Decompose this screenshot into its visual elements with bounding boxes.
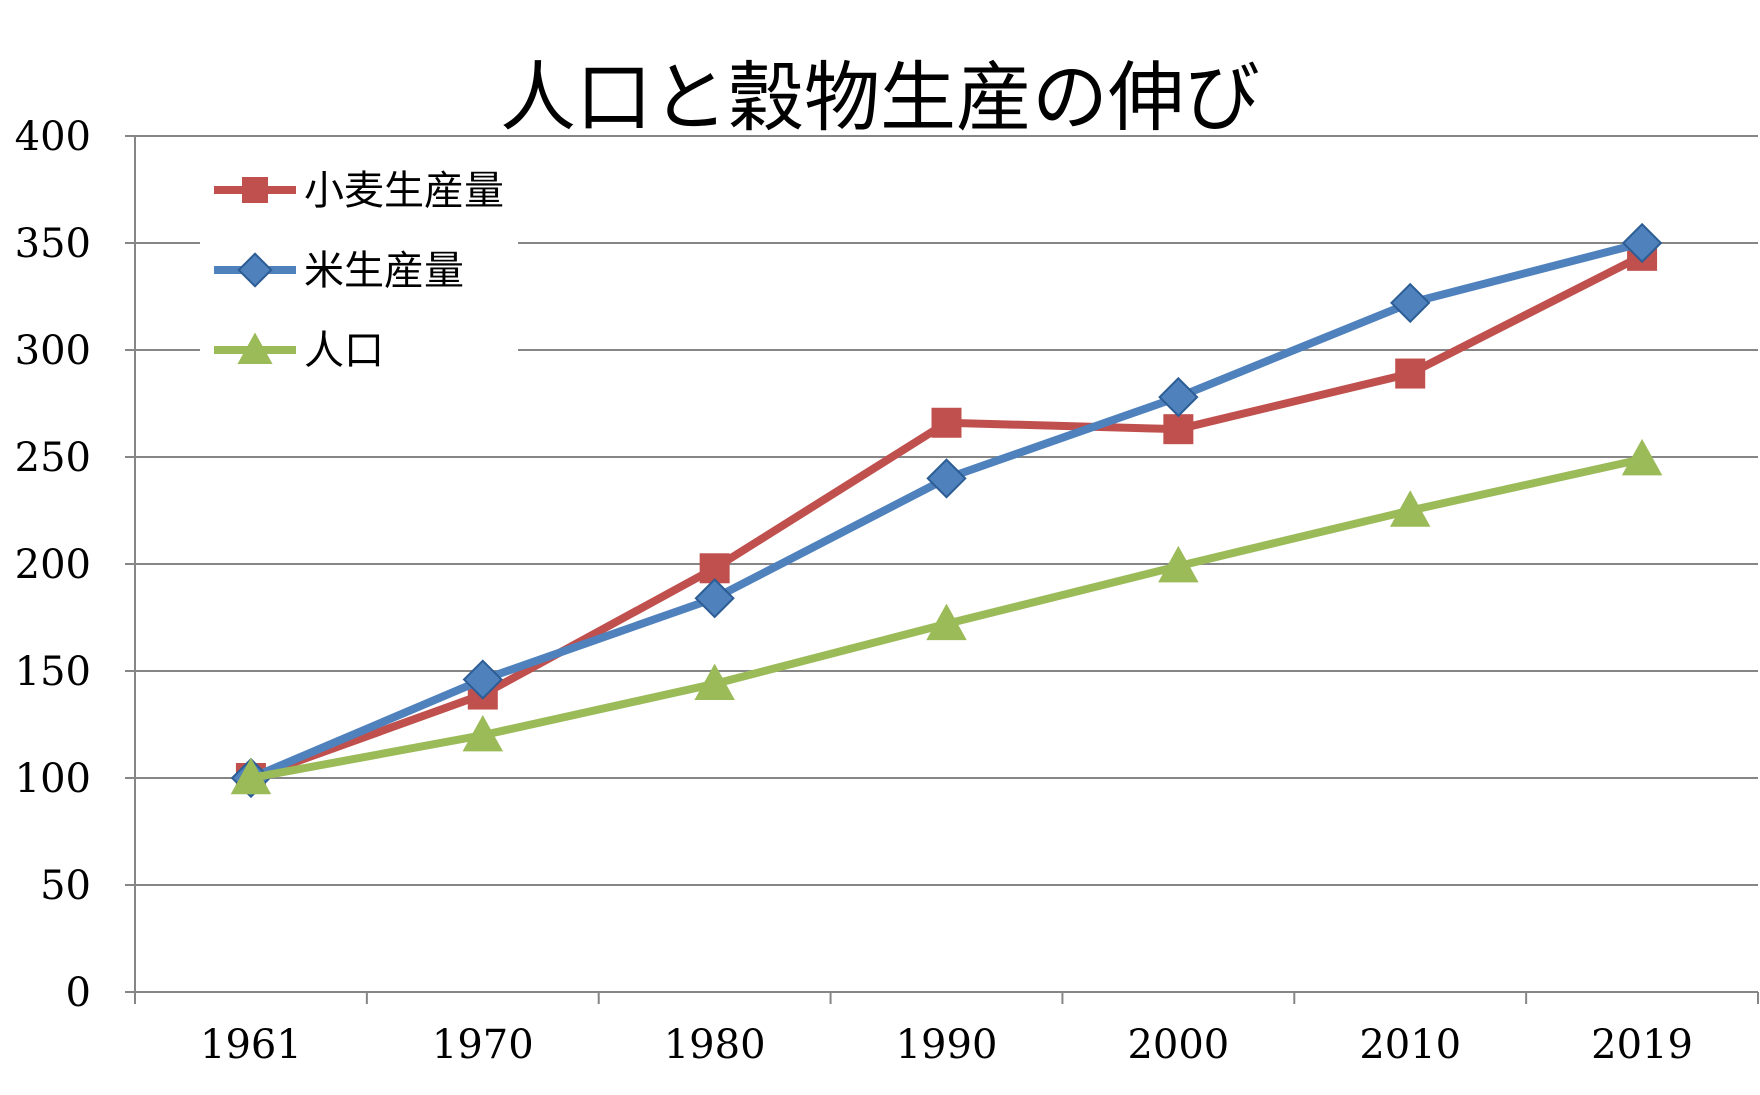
legend-label: 人口 [304, 328, 384, 374]
legend-item: 小麦生産量 [214, 168, 504, 214]
legend-label: 米生産量 [304, 248, 464, 294]
legend-item: 米生産量 [214, 248, 464, 294]
y-tick-label: 250 [15, 435, 91, 481]
axes [125, 135, 1759, 1004]
data-point [462, 659, 503, 700]
x-tick-label: 1990 [896, 1022, 998, 1068]
x-tick-label: 1970 [432, 1022, 534, 1068]
series-2 [230, 438, 1663, 795]
data-point [931, 407, 962, 438]
legend-item: 人口 [214, 328, 384, 374]
series-group [230, 222, 1663, 799]
y-axis-ticks: 0 50 100 150 200 250 300 350 400 [15, 114, 91, 1016]
y-tick-label: 0 [66, 970, 91, 1016]
x-tick-label: 2000 [1127, 1022, 1229, 1068]
data-point [1389, 490, 1431, 527]
data-point [230, 757, 272, 795]
gridlines [135, 135, 1758, 886]
data-point [1390, 282, 1431, 324]
legend-marker [237, 252, 273, 288]
x-tick-label: 2019 [1591, 1022, 1693, 1068]
data-point [462, 714, 504, 752]
data-point [1621, 222, 1663, 264]
chart-title: 人口と穀物生産の伸び [500, 53, 1260, 142]
legend-label: 小麦生産量 [304, 168, 504, 214]
series-1 [230, 222, 1663, 799]
data-point [1395, 358, 1426, 389]
data-point [926, 603, 967, 641]
x-tick-label: 1961 [200, 1022, 302, 1068]
data-point [1158, 376, 1199, 418]
y-tick-label: 200 [15, 542, 91, 588]
y-tick-label: 100 [15, 756, 91, 802]
data-point [926, 458, 967, 499]
data-point [694, 578, 735, 619]
y-tick-label: 50 [40, 863, 91, 909]
data-point [694, 663, 735, 701]
y-tick-label: 150 [15, 649, 91, 695]
x-tick-label: 1980 [664, 1022, 766, 1068]
y-tick-label: 400 [15, 114, 91, 160]
y-tick-label: 300 [15, 328, 91, 374]
legend-marker [237, 332, 273, 365]
data-point [1158, 545, 1199, 583]
x-axis-ticks: 1961 1970 1980 1990 2000 2010 2019 [200, 1022, 1693, 1068]
data-point [1163, 414, 1194, 445]
legend-marker [242, 177, 268, 203]
data-point [1621, 438, 1663, 476]
y-tick-label: 350 [15, 221, 91, 267]
x-tick-label: 2010 [1359, 1022, 1461, 1068]
